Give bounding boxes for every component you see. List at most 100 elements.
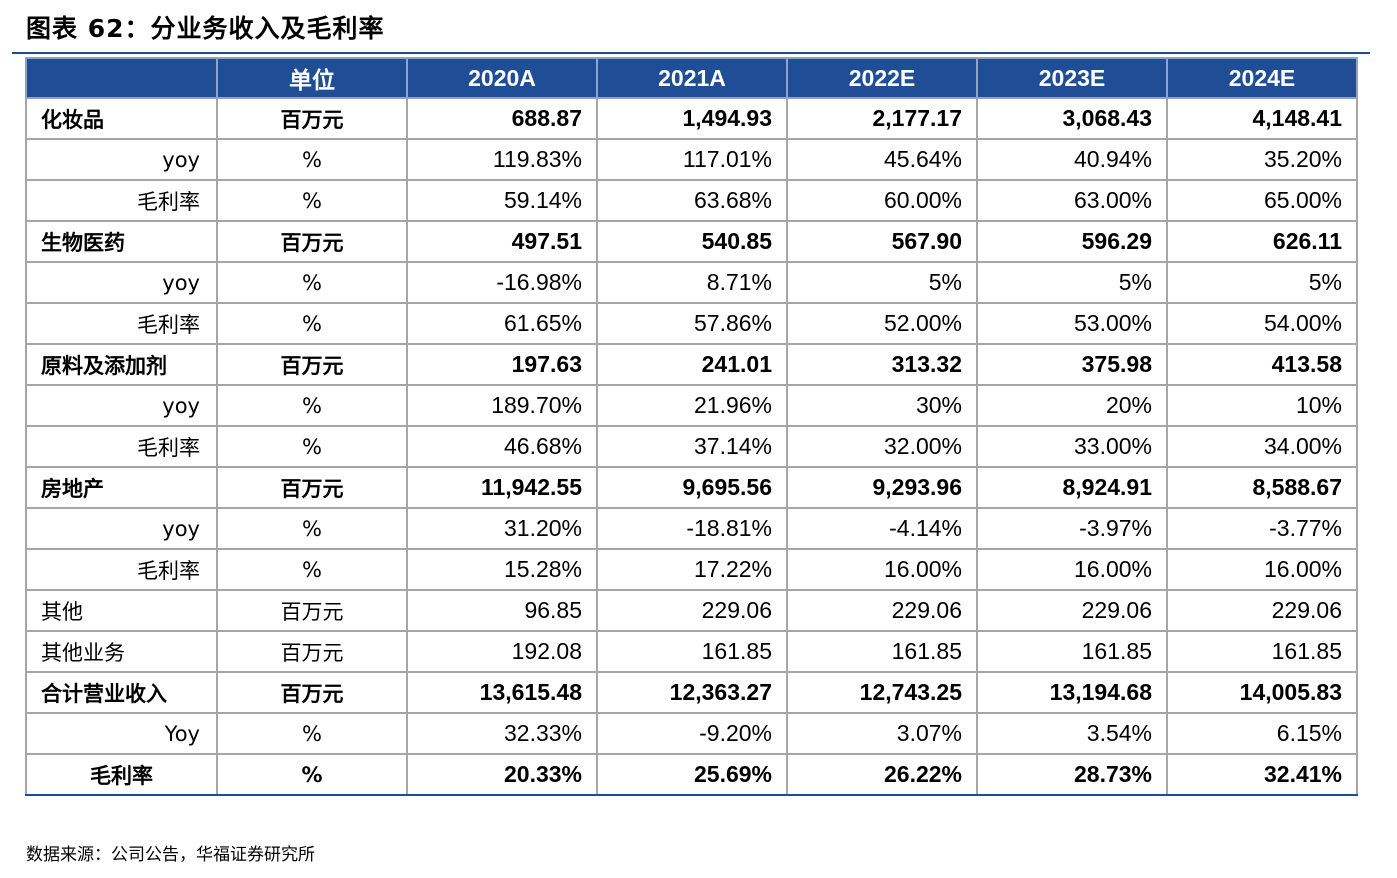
table-row: 其他 百万元 96.85 229.06 229.06 229.06 229.06 [25, 589, 1358, 632]
value-cell: 241.01 [596, 343, 788, 386]
table-row: 化妆品 百万元 688.87 1,494.93 2,177.17 3,068.43 4,14… [25, 97, 1358, 140]
table-row: yoy% 189.70% 21.96% 30% 20% 10% [25, 384, 1358, 427]
header-cell-2023e: 2023E [976, 57, 1168, 99]
value-cell: 21.96% [596, 384, 788, 427]
row-unit: 百万元 [216, 466, 408, 509]
table-body: 化妆品 百万元 688.87 1,494.93 2,177.17 3,068.43 4,14… [25, 97, 1358, 796]
value-cell: 5% [976, 261, 1168, 304]
value-cell: 413.58 [1166, 343, 1358, 386]
row-unit: % [216, 712, 408, 755]
value-cell: 189.70% [406, 384, 598, 427]
value-cell: 30% [786, 384, 978, 427]
value-cell: -16.98% [406, 261, 598, 304]
value-cell: 5% [786, 261, 978, 304]
header-cell-2021a: 2021A [596, 57, 788, 99]
row-unit: % [216, 753, 408, 796]
header-cell-2022e: 2022E [786, 57, 978, 99]
value-cell: 32.33% [406, 712, 598, 755]
value-cell: 14,005.83 [1166, 671, 1358, 714]
row-label: 毛利率 [25, 753, 218, 796]
row-unit: 百万元 [216, 671, 408, 714]
value-cell: 119.83% [406, 138, 598, 181]
value-cell: 3,068.43 [976, 97, 1168, 140]
row-unit: 百万元 [216, 630, 408, 673]
row-unit: % [216, 302, 408, 345]
value-cell: 596.29 [976, 220, 1168, 263]
value-cell: 8.71% [596, 261, 788, 304]
value-cell: 192.08 [406, 630, 598, 673]
table-row: yoy% -16.98% 8.71% 5% 5% 5% [25, 261, 1358, 304]
value-cell: -9.20% [596, 712, 788, 755]
chart-title: 图表 62：分业务收入及毛利率 [26, 14, 385, 43]
table-row: 毛利率% 15.28% 17.22% 16.00% 16.00% 16.00% [25, 548, 1358, 591]
value-cell: 375.98 [976, 343, 1168, 386]
table-row: 毛利率% 61.65% 57.86% 52.00% 53.00% 54.00% [25, 302, 1358, 345]
value-cell: 63.00% [976, 179, 1168, 222]
value-cell: 33.00% [976, 425, 1168, 468]
value-cell: 15.28% [406, 548, 598, 591]
row-label: yoy [25, 384, 218, 427]
value-cell: 1,494.93 [596, 97, 788, 140]
value-cell: 10% [1166, 384, 1358, 427]
source-note: 数据来源：公司公告，华福证券研究所 [26, 845, 315, 865]
table-row: 毛利率% 20.33% 25.69% 26.22% 28.73% 32.41% [25, 753, 1358, 796]
row-label: 房地产 [25, 466, 218, 509]
value-cell: 8,924.91 [976, 466, 1168, 509]
table-row: 毛利率% 59.14% 63.68% 60.00% 63.00% 65.00% [25, 179, 1358, 222]
value-cell: 117.01% [596, 138, 788, 181]
table-row: 生物医药 百万元 497.51 540.85 567.90 596.29 626.11 [25, 220, 1358, 263]
value-cell: 57.86% [596, 302, 788, 345]
value-cell: 59.14% [406, 179, 598, 222]
header-row: 单位 2020A 2021A 2022E 2023E 2024E [25, 57, 1358, 99]
value-cell: 197.63 [406, 343, 598, 386]
table-row: 合计营业收入 百万元 13,615.48 12,363.27 12,743.25 13,1… [25, 671, 1358, 714]
value-cell: 32.41% [1166, 753, 1358, 796]
value-cell: 161.85 [786, 630, 978, 673]
value-cell: 63.68% [596, 179, 788, 222]
row-unit: 百万元 [216, 589, 408, 632]
value-cell: 8,588.67 [1166, 466, 1358, 509]
row-label: 其他 [25, 589, 218, 632]
value-cell: 11,942.55 [406, 466, 598, 509]
value-cell: 20.33% [406, 753, 598, 796]
row-unit: % [216, 261, 408, 304]
value-cell: 16.00% [786, 548, 978, 591]
value-cell: 5% [1166, 261, 1358, 304]
row-unit: % [216, 138, 408, 181]
value-cell: 25.69% [596, 753, 788, 796]
value-cell: 37.14% [596, 425, 788, 468]
row-label: 原料及添加剂 [25, 343, 218, 386]
row-unit: % [216, 179, 408, 222]
value-cell: 229.06 [976, 589, 1168, 632]
table-row: 原料及添加剂 百万元 197.63 241.01 313.32 375.98 413.58 [25, 343, 1358, 386]
table-row: yoy% 31.20% -18.81% -4.14% -3.97% -3.77% [25, 507, 1358, 550]
value-cell: 52.00% [786, 302, 978, 345]
value-cell: 229.06 [786, 589, 978, 632]
row-label: 毛利率 [25, 302, 218, 345]
value-cell: 31.20% [406, 507, 598, 550]
value-cell: 229.06 [1166, 589, 1358, 632]
value-cell: 26.22% [786, 753, 978, 796]
value-cell: 4,148.41 [1166, 97, 1358, 140]
value-cell: 161.85 [976, 630, 1168, 673]
value-cell: 6.15% [1166, 712, 1358, 755]
row-label: 生物医药 [25, 220, 218, 263]
value-cell: 3.54% [976, 712, 1168, 755]
value-cell: 567.90 [786, 220, 978, 263]
header-cell-2020a: 2020A [406, 57, 598, 99]
table-row: yoy% 119.83% 117.01% 45.64% 40.94% 35.20% [25, 138, 1358, 181]
table-row: 其他业务 百万元 192.08 161.85 161.85 161.85 161.85 [25, 630, 1358, 673]
value-cell: 54.00% [1166, 302, 1358, 345]
value-cell: 540.85 [596, 220, 788, 263]
header-cell-2024e: 2024E [1166, 57, 1358, 99]
value-cell: 161.85 [596, 630, 788, 673]
value-cell: 313.32 [786, 343, 978, 386]
value-cell: 229.06 [596, 589, 788, 632]
row-unit: % [216, 384, 408, 427]
row-unit: 百万元 [216, 343, 408, 386]
row-unit: % [216, 548, 408, 591]
row-unit: 百万元 [216, 97, 408, 140]
value-cell: 40.94% [976, 138, 1168, 181]
table-row: 房地产 百万元 11,942.55 9,695.56 9,293.96 8,924.91 8… [25, 466, 1358, 509]
row-unit: 百万元 [216, 220, 408, 263]
